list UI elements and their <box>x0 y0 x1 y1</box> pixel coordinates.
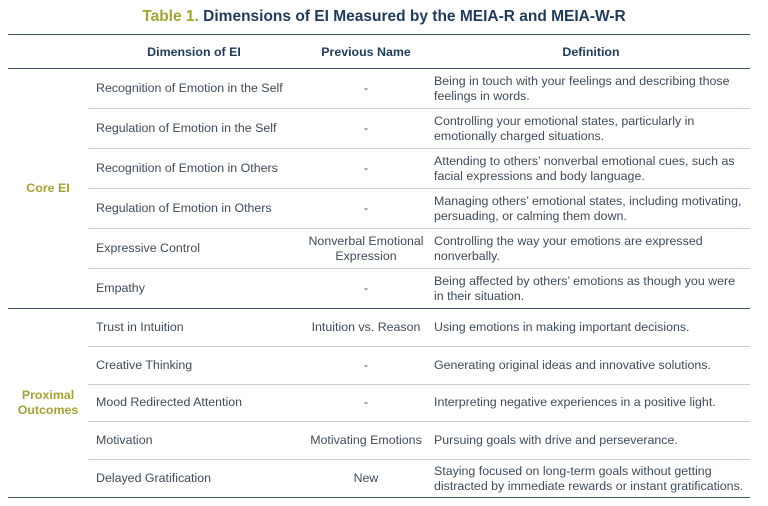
definition-cell: Using emotions in making important decis… <box>432 308 750 347</box>
dimension-cell: Expressive Control <box>88 228 300 269</box>
table-row: Empathy - Being affected by others’ emotio… <box>8 268 750 309</box>
dimension-cell: Empathy <box>88 268 300 309</box>
previous-name-cell: - <box>300 148 432 189</box>
definition-cell: Being in touch with your feelings and de… <box>432 68 750 109</box>
dimension-cell: Recognition of Emotion in the Self <box>88 68 300 109</box>
header-previous-name: Previous Name <box>300 34 432 69</box>
header-definition: Definition <box>432 34 750 69</box>
dimension-cell: Mood Redirected Attention <box>88 384 300 423</box>
dimension-cell: Creative Thinking <box>88 346 300 385</box>
table-row: Proximal Outcomes Trust in Intuition Intui… <box>8 308 750 498</box>
definition-cell: Interpreting negative experiences in a p… <box>432 384 750 423</box>
table-row: Core EI Recognition of Emotion in the Sel… <box>8 68 750 309</box>
definition-cell: Attending to others’ nonverbal emotional… <box>432 148 750 189</box>
table-row: Recognition of Emotion in Others - Attendi… <box>8 148 750 189</box>
table-row: Regulation of Emotion in the Self - Contro… <box>8 108 750 149</box>
previous-name-cell: - <box>300 188 432 229</box>
dimension-cell: Recognition of Emotion in Others <box>88 148 300 189</box>
definition-cell: Staying focused on long-term goals witho… <box>432 459 750 498</box>
definition-cell: Controlling the way your emotions are ex… <box>432 228 750 269</box>
previous-name-cell: - <box>300 346 432 385</box>
table-row: Mood Redirected Attention - Interpreting n… <box>8 384 750 423</box>
previous-name-cell: - <box>300 108 432 149</box>
group-label: Proximal Outcomes <box>8 308 88 498</box>
header-dimension: Dimension of EI <box>88 34 300 69</box>
dimension-cell: Regulation of Emotion in Others <box>88 188 300 229</box>
table-row: Creative Thinking - Generating original id… <box>8 346 750 385</box>
definition-cell: Controlling your emotional states, parti… <box>432 108 750 149</box>
previous-name-cell: - <box>300 384 432 423</box>
definition-cell: Pursuing goals with drive and perseveran… <box>432 421 750 461</box>
dimension-cell: Delayed Gratification <box>88 459 300 498</box>
previous-name-cell: Motivating Emotions <box>300 421 432 461</box>
header-row: Dimension of EI Previous Name Definition <box>8 34 750 69</box>
previous-name-cell: Nonverbal Emotional Expression <box>300 228 432 269</box>
table-row: Delayed Gratification New Staying focused … <box>8 459 750 498</box>
definition-cell: Being affected by others’ emotions as th… <box>432 268 750 309</box>
table-row: Regulation of Emotion in Others - Managing… <box>8 188 750 229</box>
definition-cell: Generating original ideas and innovative… <box>432 346 750 385</box>
table-caption: Dimensions of EI Measured by the MEIA-R … <box>203 8 626 25</box>
header-group <box>8 34 88 69</box>
previous-name-cell: New <box>300 459 432 498</box>
table-number: Table 1. <box>142 8 199 25</box>
table-row: Expressive Control Nonverbal Emotional Ex… <box>8 228 750 269</box>
table-title: Table 1. Dimensions of EI Measured by th… <box>0 8 768 26</box>
previous-name-cell: Intuition vs. Reason <box>300 308 432 347</box>
dimension-cell: Regulation of Emotion in the Self <box>88 108 300 149</box>
ei-dimensions-table: Dimension of EI Previous Name Definition… <box>8 34 750 498</box>
definition-cell: Managing others’ emotional states, inclu… <box>432 188 750 229</box>
dimension-cell: Trust in Intuition <box>88 308 300 347</box>
table-row: Motivation Motivating Emotions Pursuing go… <box>8 421 750 461</box>
group-label: Core EI <box>8 68 88 309</box>
previous-name-cell: - <box>300 68 432 109</box>
dimension-cell: Motivation <box>88 421 300 461</box>
previous-name-cell: - <box>300 268 432 309</box>
